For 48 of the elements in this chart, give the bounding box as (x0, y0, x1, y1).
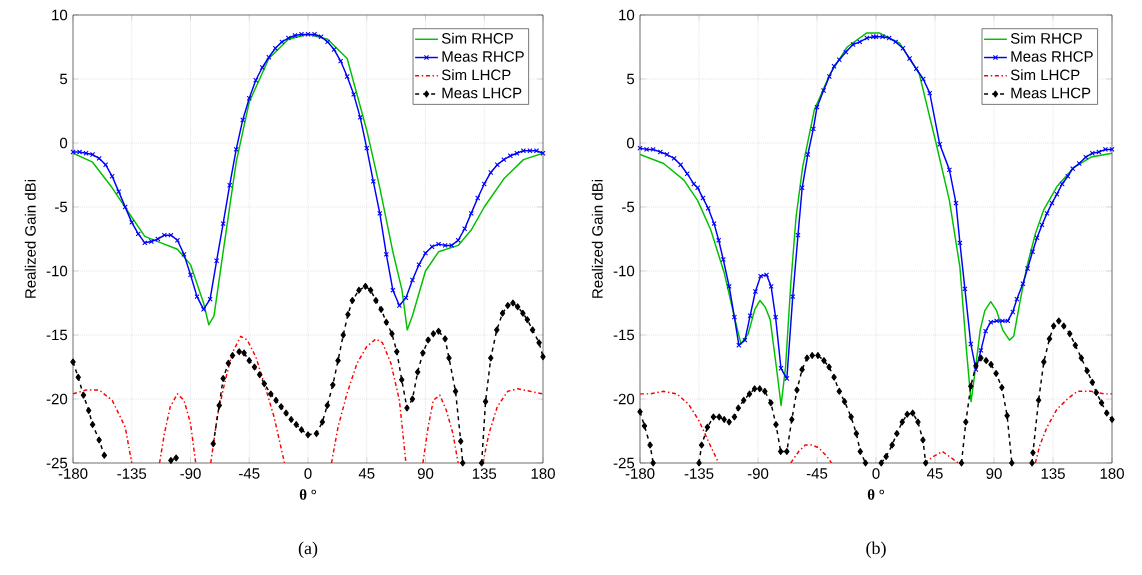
text: (a) (298, 541, 318, 558)
y-tick-label: 0 (626, 137, 635, 149)
x-tick-label: -180 (625, 468, 655, 479)
x-tick-label: 45 (927, 468, 943, 479)
legend-label: Meas LHCP (1011, 87, 1091, 99)
x-tick-label: 45 (358, 468, 375, 479)
y-tick-label: -25 (613, 457, 635, 469)
x-tick-label: -45 (806, 468, 828, 479)
y-axis-title: Realized Gain dBi (591, 180, 603, 298)
legend-label: Sim RHCP (1010, 32, 1082, 44)
x-axis-title: θ ° (867, 489, 885, 500)
x-tick-label: -135 (684, 468, 714, 479)
x-tick-label: 180 (1100, 468, 1124, 479)
x-axis-title: θ ° (299, 489, 317, 500)
x-tick-label: 90 (417, 468, 434, 479)
y-tick-label: 5 (627, 73, 635, 85)
y-tick-label: -10 (613, 265, 635, 277)
x-tick-label: 0 (304, 468, 312, 479)
y-tick-label: 0 (59, 137, 68, 149)
x-tick-label: -180 (58, 468, 88, 479)
legend-label: Sim RHCP (441, 32, 513, 44)
x-tick-label: 135 (1041, 468, 1065, 479)
legend-label: Sim LHCP (1010, 69, 1080, 81)
y-tick-label: -20 (46, 393, 68, 405)
x-tick-label: 0 (872, 468, 880, 479)
y-tick-label: -10 (46, 265, 68, 277)
y-tick-label: 10 (619, 9, 635, 21)
x-tick-label: -90 (180, 468, 201, 479)
x-tick-label: -45 (239, 468, 260, 479)
y-axis-title: Realized Gain dBi (24, 180, 36, 298)
y-tick-label: -20 (613, 393, 635, 405)
y-tick-label: -15 (613, 329, 635, 341)
x-tick-label: 135 (472, 468, 497, 479)
legend-label: Meas LHCP (442, 87, 522, 99)
y-tick-label: 5 (60, 73, 68, 85)
text: (b) (866, 541, 886, 558)
y-tick-label: -15 (46, 329, 68, 341)
y-tick-label: -5 (55, 201, 68, 213)
legend-label: Meas RHCP (1011, 51, 1093, 62)
x-tick-label: 180 (531, 468, 555, 479)
legend-label: Sim LHCP (441, 69, 511, 81)
legend-label: Meas RHCP (442, 51, 524, 62)
y-tick-label: -5 (622, 201, 635, 213)
x-tick-label: 90 (986, 468, 1002, 479)
y-tick-label: -25 (46, 457, 68, 469)
x-tick-label: -135 (117, 468, 147, 479)
y-tick-label: 10 (52, 9, 68, 21)
x-tick-label: -90 (747, 468, 769, 479)
